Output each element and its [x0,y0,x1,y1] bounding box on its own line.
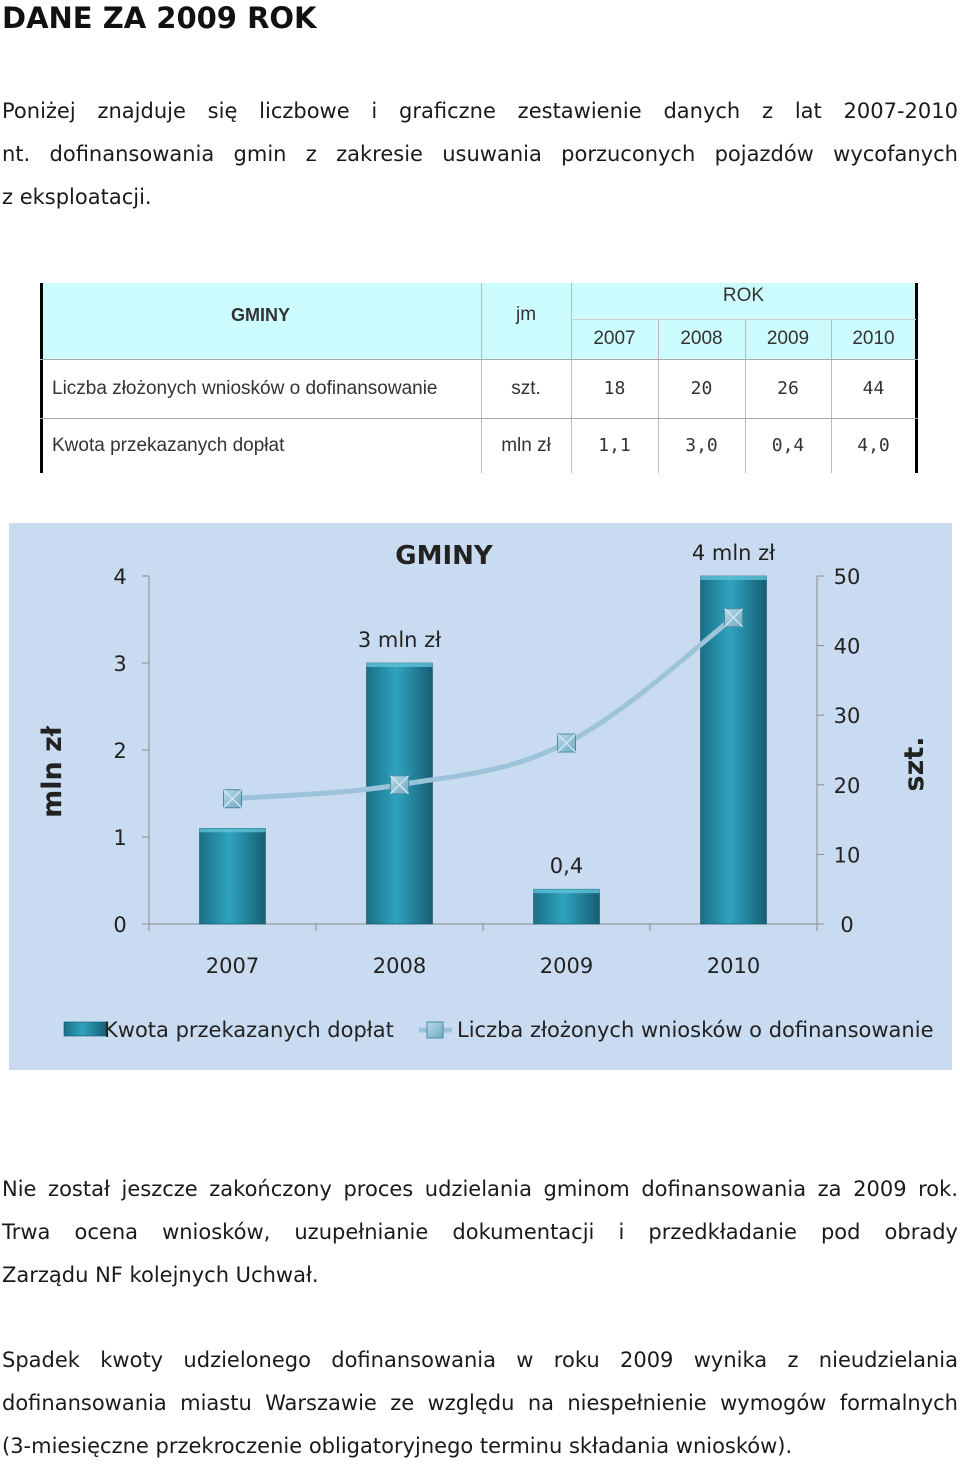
legend-label: Kwota przekazanych dopłat [104,1018,394,1042]
header-rok: ROK [722,285,765,306]
y-axis-label: mln zł [37,725,68,818]
y2-axis-label: szt. [899,737,930,792]
y2-tick-label: 0 [840,913,853,937]
point-marker-cross [223,789,242,809]
bar-top-highlight [199,828,266,833]
paragraph-line: dofinansowania miastu Warszawie ze wzglę… [2,1391,958,1415]
bar [199,827,266,925]
line-point [724,608,743,628]
y-tick-label: 2 [113,739,126,763]
series-line [230,615,736,802]
row-value: 44 [862,378,885,399]
point-marker-cross [557,733,576,753]
header-year: 2009 [766,328,810,349]
paragraph-line: Trwa ocena wniosków, uzupełnianie dokume… [2,1220,958,1244]
bar [700,575,767,925]
y-tick-label: 4 [113,565,126,589]
y-tick-label: 3 [113,652,126,676]
row-value: 26 [777,378,799,399]
chart: 0 1 2 3 4 0 10 20 30 40 50 2007 2008 2009 2010 GMINY mln… [9,523,952,1070]
bar-top-highlight [366,663,433,667]
y-tick-label: 1 [113,826,126,850]
bar [533,888,600,925]
row-value: 4,0 [857,435,890,456]
data-label: 4 mln zł [692,541,775,565]
y2-tick-label: 20 [834,774,861,798]
bar-top-highlight [700,576,767,580]
header-year: 2007 [593,328,636,349]
intro-line: nt. dofinansowania gmin z zakresie usuwa… [2,142,958,166]
paragraph-line: Spadek kwoty udzielonego dofinansowania … [2,1348,958,1372]
header-jm: jm [515,304,537,325]
point-marker-cross [390,775,409,795]
x-tick-label: 2009 [540,954,593,978]
bar-top-highlight [533,889,600,894]
x-tick-label: 2008 [373,954,426,978]
line-point [390,775,409,795]
legend-line-marker [426,1021,444,1039]
row-unit: mln zł [501,434,551,456]
legend-marker [426,1021,444,1039]
row-label: Liczba złożonych wniosków o dofinansowan… [52,377,438,399]
row-value: 1,1 [598,435,631,456]
row-unit: szt. [511,377,541,399]
data-label: 0,4 [550,854,583,878]
intro-line: Poniżej znajduje się liczbowe i graficzn… [2,99,958,123]
data-table: GMINY jm ROK 2007 2008 2009 2010 Liczba … [40,283,920,473]
x-tick-label: 2010 [707,954,760,978]
header-gminy: GMINY [230,304,290,325]
y2-tick-label: 10 [834,843,861,867]
intro-line: z eksploatacji. [2,185,152,209]
paragraph-line: Nie został jeszcze zakończony proces udz… [2,1177,958,1201]
paragraph-3: Spadek kwoty udzielonego dofinansowania … [2,1339,958,1468]
header-year: 2008 [680,328,723,349]
header-year: 2010 [852,328,895,349]
paragraph-2: Nie został jeszcze zakończony proces udz… [2,1168,958,1297]
line-point [557,733,576,753]
table-header-background [40,283,918,359]
point-marker-cross [724,608,743,628]
legend-label: Liczba złożonych wniosków o dofinansowan… [457,1018,934,1042]
legend-bar-swatch [63,1021,107,1037]
y2-tick-label: 40 [834,635,861,659]
line-point [223,789,242,809]
row-value: 0,4 [771,435,805,456]
y2-tick-label: 50 [834,565,861,589]
data-label: 3 mln zł [358,628,441,652]
row-value: 3,0 [685,435,718,456]
row-label: Kwota przekazanych dopłat [52,434,285,456]
page-title: DANE ZA 2009 ROK [2,1,317,35]
intro-paragraph: Poniżej znajduje się liczbowe i graficzn… [2,90,958,219]
row-value: 20 [690,378,713,399]
x-tick-label: 2007 [206,954,259,978]
chart-title: GMINY [395,541,494,571]
row-value: 18 [603,378,626,399]
paragraph-line: (3-miesięczne przekroczenie obligatoryjn… [2,1434,793,1458]
y2-tick-label: 30 [834,704,861,728]
y-tick-label: 0 [113,913,126,937]
paragraph-line: Zarządu NF kolejnych Uchwał. [2,1263,319,1287]
